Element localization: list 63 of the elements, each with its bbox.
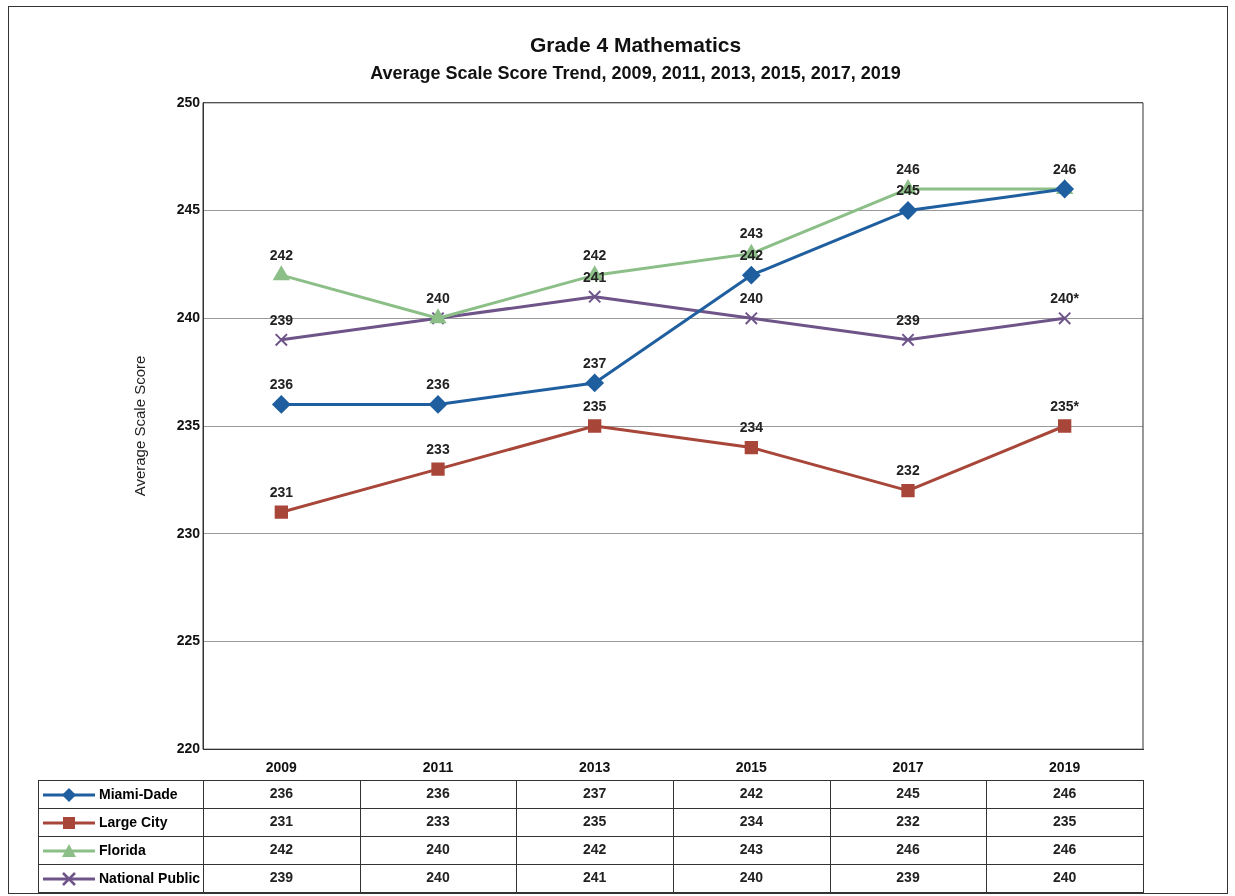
data-label: 239 <box>896 869 920 886</box>
y-tick-label: 240 <box>176 309 201 326</box>
data-label: 231 <box>269 813 294 830</box>
x-tick-label: 2013 <box>579 759 611 776</box>
annotation: 233 <box>426 440 450 457</box>
legend-label: Large City <box>38 808 204 837</box>
data-label: 236 <box>269 785 294 802</box>
data-label: 240 <box>426 841 450 858</box>
data-label: 240 <box>739 869 764 886</box>
y-tick-label: 220 <box>176 740 201 757</box>
data-label: 240 <box>1052 869 1077 886</box>
data-label: 237 <box>582 785 607 802</box>
annotation: 236 <box>426 376 450 393</box>
data-label: 242 <box>269 841 294 858</box>
x-tick-label: 2015 <box>735 759 768 776</box>
annotation: 242 <box>269 247 294 264</box>
annotation: 239 <box>896 311 920 328</box>
x-tick-label: 2011 <box>422 759 454 776</box>
data-label: 246 <box>1052 785 1077 802</box>
annotation: 246 <box>1052 160 1077 177</box>
annotation: 235 <box>582 397 607 414</box>
annotation: 239 <box>269 311 294 328</box>
chart-subtitle: Average Scale Score Trend, 2009, 2011, 2013, 2015, 2017, 2019 <box>370 62 901 83</box>
data-label: 235 <box>582 813 607 830</box>
annotation: 231 <box>269 484 294 501</box>
data-label: 246 <box>896 841 920 858</box>
y-tick-label: 245 <box>176 201 201 218</box>
annotation: 240 <box>739 290 764 307</box>
annotation: 236 <box>269 376 294 393</box>
data-label: 240 <box>426 869 450 886</box>
annotation: 234 <box>739 419 764 436</box>
data-label: 243 <box>739 841 764 858</box>
chart-title: Grade 4 Mathematics <box>529 33 742 57</box>
data-label: 234 <box>739 813 764 830</box>
annotation: 237 <box>582 354 607 371</box>
data-label: 242 <box>582 841 607 858</box>
annotation: 246 <box>896 160 920 177</box>
annotation: 240* <box>1050 290 1080 307</box>
annotation: 242 <box>582 247 607 264</box>
data-label: 241 <box>582 869 607 886</box>
data-label: 246 <box>1052 841 1077 858</box>
annotation: 232 <box>896 462 920 479</box>
data-label: 233 <box>426 813 450 830</box>
legend-label: Miami-Dade <box>38 780 204 809</box>
data-label: 239 <box>269 869 294 886</box>
annotation: 235* <box>1050 397 1080 414</box>
y-tick-label: 225 <box>176 632 201 649</box>
x-tick-label: 2017 <box>892 759 924 776</box>
y-axis-title: Average Scale Score <box>131 355 149 497</box>
data-label: 242 <box>739 785 764 802</box>
annotation: 240 <box>426 290 450 307</box>
y-tick-label: 230 <box>176 524 201 541</box>
x-tick-label: 2009 <box>265 759 298 776</box>
data-label: 232 <box>896 813 920 830</box>
data-label: 235 <box>1052 813 1077 830</box>
legend-label: Florida <box>38 836 204 865</box>
data-label: 245 <box>896 785 920 802</box>
legend-label: National Public <box>38 864 204 893</box>
y-tick-label: 250 <box>176 93 201 110</box>
x-tick-label: 2019 <box>1049 759 1081 776</box>
data-label: 236 <box>426 785 450 802</box>
y-tick-label: 235 <box>176 416 201 433</box>
annotation: 243 <box>739 225 764 242</box>
